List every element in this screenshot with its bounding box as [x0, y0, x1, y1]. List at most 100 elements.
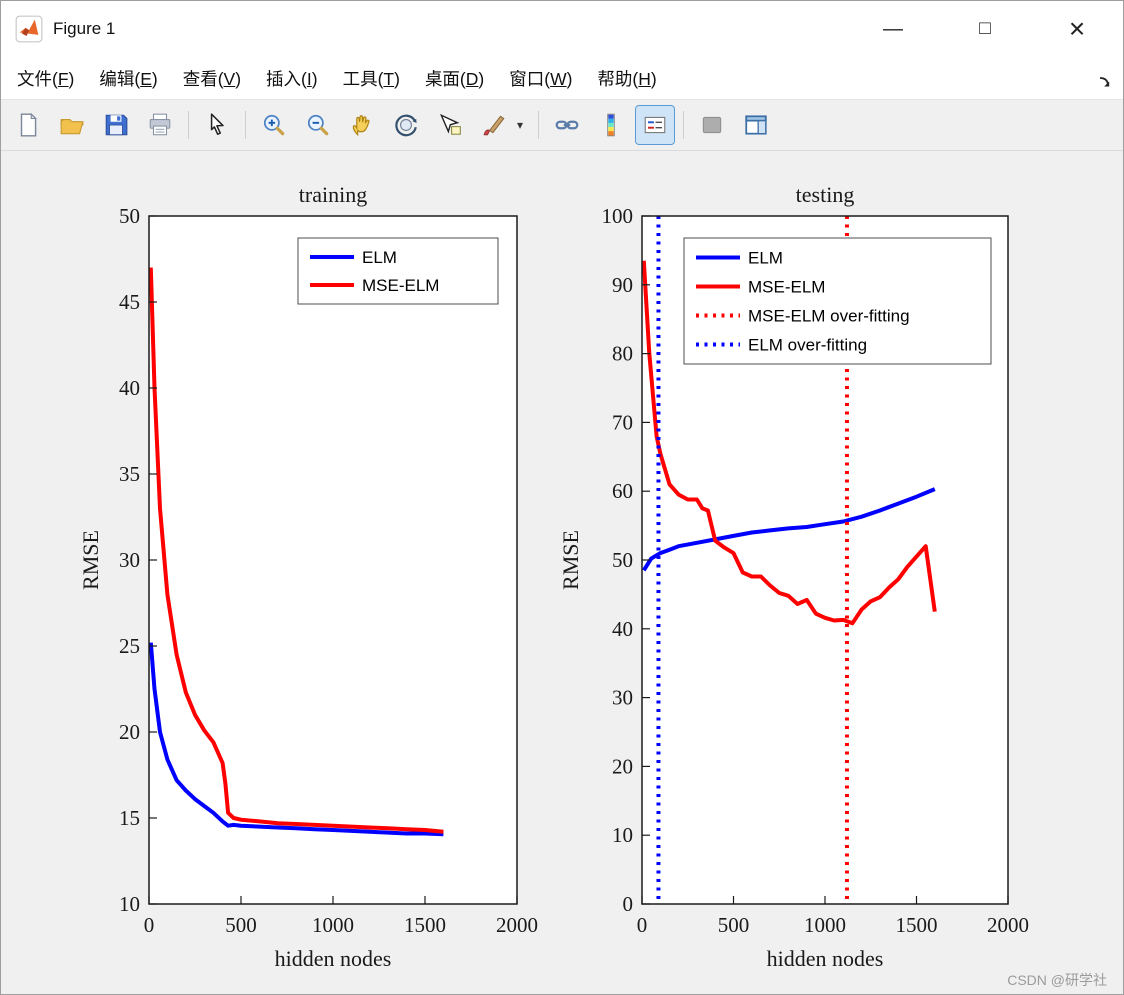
y-tick-label: 25 [119, 634, 140, 658]
brush-icon [483, 115, 505, 136]
toolbar-insert-legend-button[interactable] [635, 105, 675, 145]
menu-item-help[interactable]: 帮助(H) [597, 68, 657, 89]
mse-elm-line [641, 260, 937, 626]
new-file-icon [20, 112, 37, 137]
x-tick-label: 1500 [896, 913, 938, 937]
dock-arrow-icon[interactable] [1097, 75, 1113, 96]
y-tick-label: 60 [612, 479, 633, 503]
x-axis-label: hidden nodes [767, 946, 884, 971]
y-tick-label: 35 [119, 462, 140, 486]
y-tick-label: 20 [612, 754, 633, 778]
legend-label-mse-elm: MSE-ELM [362, 276, 439, 295]
y-tick-label: 45 [119, 290, 140, 314]
toolbar-open-folder-button[interactable] [53, 106, 91, 144]
toolbar-link-plots-button[interactable] [548, 106, 586, 144]
window-controls: — □ × [847, 1, 1123, 57]
toolbar-save-button[interactable] [97, 106, 135, 144]
hide-plot-tools-icon [702, 116, 722, 134]
data-cursor-icon [439, 113, 461, 135]
toolbar-separator [188, 111, 189, 139]
insert-legend-icon [644, 116, 666, 134]
edit-arrow-icon [210, 113, 224, 135]
toolbar-zoom-out-button[interactable] [299, 106, 337, 144]
toolbar-print-button[interactable] [141, 106, 179, 144]
x-tick-label: 500 [718, 913, 750, 937]
y-tick-label: 90 [612, 273, 633, 297]
insert-colorbar-icon [607, 113, 615, 137]
menu-item-insert[interactable]: 插入(I) [266, 68, 318, 89]
x-tick-label: 1500 [404, 913, 446, 937]
zoom-out-icon [307, 114, 329, 136]
menu-item-window[interactable]: 窗口(W) [509, 68, 573, 89]
toolbar-rotate-3d-button[interactable] [387, 106, 425, 144]
toolbar-zoom-in-button[interactable] [255, 106, 293, 144]
toolbar-hide-plot-tools-button[interactable] [693, 106, 731, 144]
print-icon [149, 113, 171, 136]
legend-label-elm: ELM [748, 249, 783, 268]
y-tick-label: 10 [119, 892, 140, 916]
watermark: CSDN @研学社 [1007, 972, 1107, 988]
toolbar-brush-button[interactable] [475, 106, 513, 144]
y-tick-label: 30 [612, 686, 633, 710]
x-tick-label: 2000 [496, 913, 538, 937]
brush-dropdown-icon: ▾ [516, 118, 524, 132]
x-tick-label: 500 [225, 913, 257, 937]
save-icon [105, 114, 128, 136]
elm-line [642, 487, 936, 572]
toolbar-insert-colorbar-button[interactable] [592, 106, 630, 144]
y-tick-label: 30 [119, 548, 140, 572]
y-tick-label: 40 [119, 376, 140, 400]
dock-figure-icon [745, 115, 767, 135]
y-tick-label: 20 [119, 720, 140, 744]
zoom-in-icon [263, 114, 285, 136]
menu-item-view[interactable]: 查看(V) [182, 68, 242, 89]
toolbar-separator [683, 111, 684, 139]
y-tick-label: 50 [612, 548, 633, 572]
legend-label-mse-elm: MSE-ELM [748, 278, 825, 297]
menu-item-edit[interactable]: 编辑(E) [99, 68, 158, 89]
y-tick-label: 0 [623, 892, 634, 916]
toolbar-edit-arrow-button[interactable] [198, 106, 236, 144]
toolbar-separator [245, 111, 246, 139]
training-chart: 0 500 1000 1500 2000 10 15 20 25 30 35 40 45 50 traini… [78, 182, 538, 971]
minimize-button[interactable]: — [883, 17, 903, 40]
x-tick-label: 2000 [987, 913, 1029, 937]
toolbar-data-cursor-button[interactable] [431, 106, 469, 144]
toolbar-brush-dropdown-button[interactable]: ▾ [511, 106, 529, 144]
menu-item-tools[interactable]: 工具(T) [342, 68, 400, 89]
toolbar: ▾ [1, 99, 1123, 151]
y-tick-label: 40 [612, 617, 633, 641]
maximize-button[interactable]: □ [979, 18, 991, 39]
menu-items: 文件(F) 编辑(E) 查看(V) 插入(I) 工具(T) 桌面(D) 窗口(W) 帮助(H) [1, 60, 672, 97]
legend-label-elm: ELM [362, 248, 397, 267]
toolbar-new-file-button[interactable] [9, 106, 47, 144]
figure-canvas: 0 500 1000 1500 2000 10 15 20 25 30 35 40 45 50 traini… [1, 151, 1123, 994]
y-tick-label: 10 [612, 823, 633, 847]
toolbar-pan-hand-button[interactable] [343, 106, 381, 144]
rotate-3d-icon [395, 114, 417, 137]
menu-item-file[interactable]: 文件(F) [17, 68, 75, 89]
chart-title: testing [796, 182, 855, 207]
open-folder-icon [60, 119, 84, 135]
legend-label-elm-over-fitting: ELM over-fitting [748, 336, 867, 355]
menu-item-desktop[interactable]: 桌面(D) [424, 68, 485, 89]
link-plots-icon [555, 120, 579, 130]
plot-area [149, 216, 517, 904]
legend-box[interactable] [297, 237, 499, 305]
y-tick-label: 70 [612, 410, 633, 434]
elm-line [148, 642, 444, 837]
close-button[interactable]: × [1068, 13, 1086, 44]
pan-hand-icon [352, 115, 370, 137]
matlab-logo-icon [15, 15, 43, 43]
chart-title: training [299, 182, 367, 207]
toolbar-dock-figure-button[interactable] [737, 106, 775, 144]
y-tick-label: 15 [119, 806, 140, 830]
x-tick-label: 0 [144, 913, 155, 937]
x-tick-label: 0 [637, 913, 648, 937]
x-axis-label: hidden nodes [275, 946, 392, 971]
toolbar-separator [538, 111, 539, 139]
legend-label-mse-elm-over-fitting: MSE-ELM over-fitting [748, 307, 910, 326]
testing-chart: 0 500 1000 1500 2000 0 10 20 30 40 50 60 70 80 90 100 te… [558, 182, 1029, 971]
x-tick-label: 1000 [312, 913, 354, 937]
